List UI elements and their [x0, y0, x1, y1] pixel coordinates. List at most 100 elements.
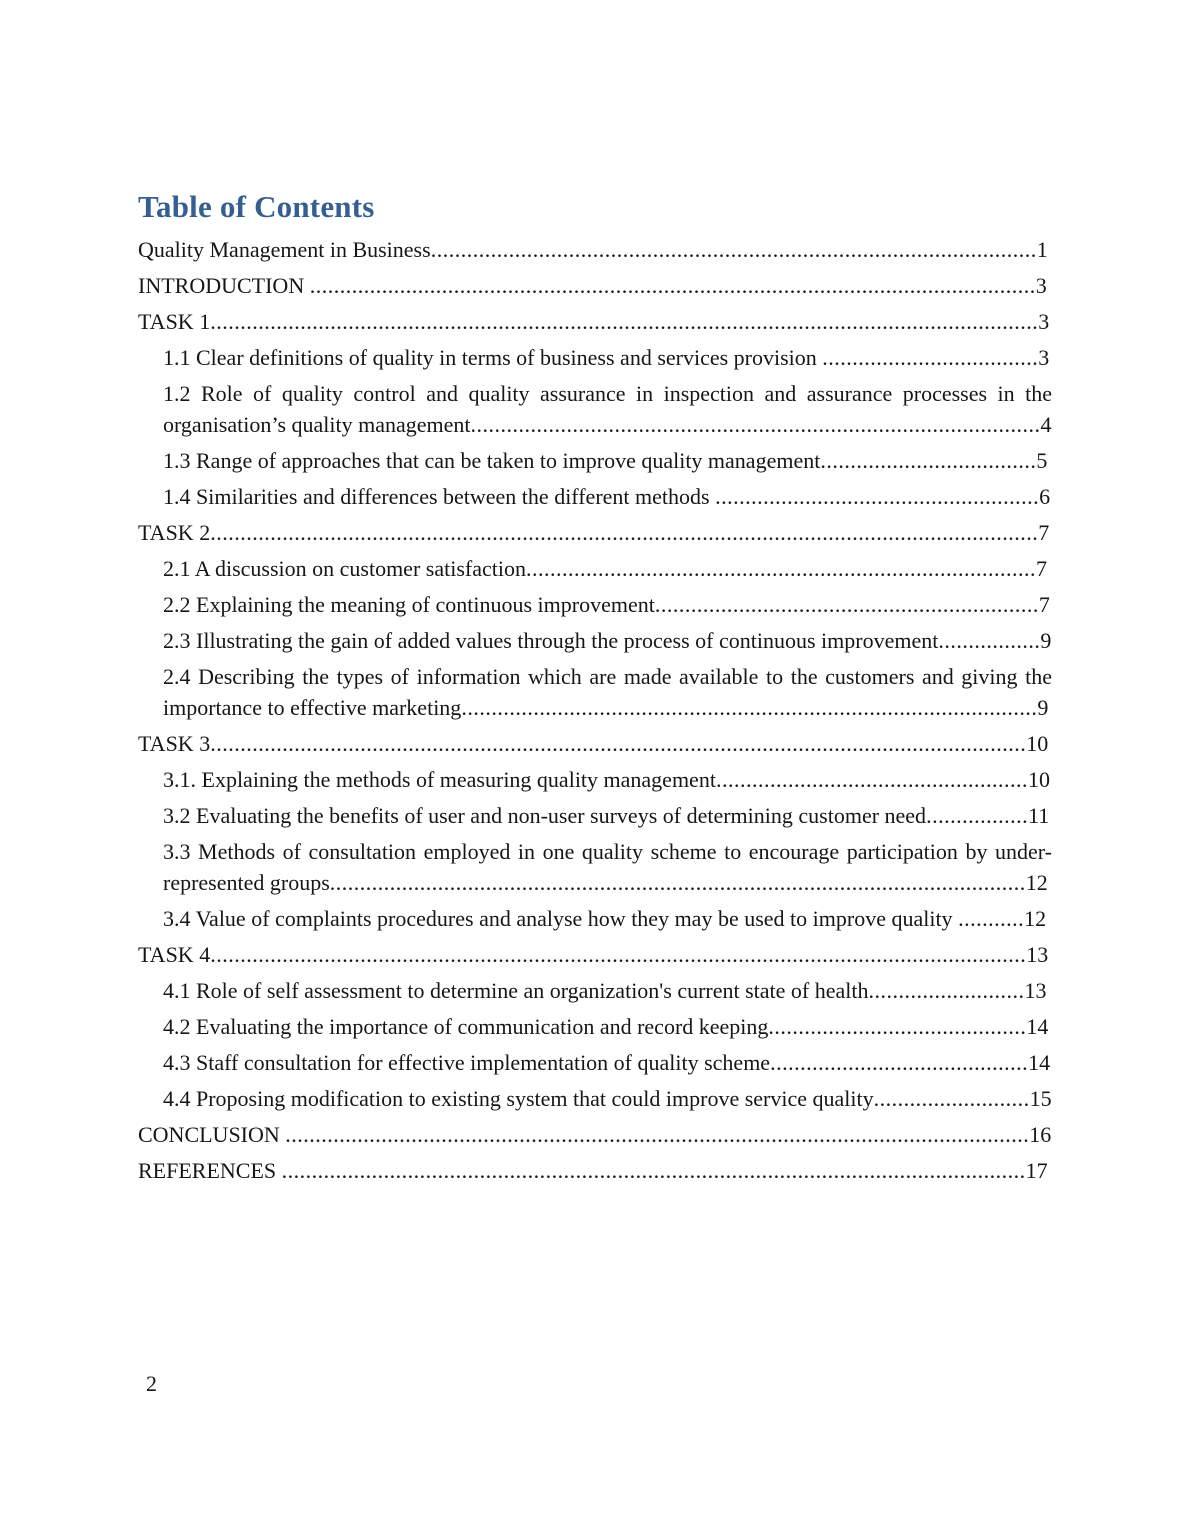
- toc-entry: TASK 3..................................…: [138, 728, 1052, 759]
- toc-entry-page: 12: [1024, 906, 1047, 931]
- toc-entry: INTRODUCTION ...........................…: [138, 270, 1052, 301]
- toc-entry: 4.1 Role of self assessment to determine…: [138, 975, 1052, 1006]
- toc-entry: 1.3 Range of approaches that can be take…: [138, 445, 1052, 476]
- toc-entry-text: 4.1 Role of self assessment to determine…: [163, 978, 869, 1003]
- dot-leader: ........................................…: [654, 592, 1039, 617]
- footer-page-number: 2: [146, 1371, 157, 1396]
- dot-leader: ........................................…: [210, 942, 1027, 967]
- dot-leader: ....................................: [822, 345, 1039, 370]
- toc-entry-page: 6: [1039, 484, 1051, 509]
- toc-entry-text: 1.2 Role of quality control and quality …: [163, 381, 1052, 437]
- toc-entry: 3.1. Explaining the methods of measuring…: [138, 764, 1052, 795]
- dot-leader: ........................................…: [461, 695, 1038, 720]
- toc-entry-text: 1.3 Range of approaches that can be take…: [163, 448, 821, 473]
- toc-entry: TASK 1..................................…: [138, 306, 1052, 337]
- toc-entry-page: 7: [1038, 520, 1050, 545]
- toc-entry: 2.4 Describing the types of information …: [138, 661, 1052, 723]
- toc-entry-text: CONCLUSION: [138, 1122, 286, 1147]
- toc-entry-page: 15: [1029, 1086, 1052, 1111]
- toc-entry-text: 3.1. Explaining the methods of measuring…: [163, 767, 716, 792]
- toc-entry-page: 3: [1035, 273, 1047, 298]
- toc-entry-text: 4.4 Proposing modification to existing s…: [163, 1086, 874, 1111]
- toc-entry: 4.2 Evaluating the importance of communi…: [138, 1011, 1052, 1042]
- toc-entry-page: 12: [1025, 870, 1048, 895]
- toc-entry-page: 5: [1036, 448, 1048, 473]
- dot-leader: ........................................…: [715, 767, 1028, 792]
- toc-entry: 2.2 Explaining the meaning of continuous…: [138, 589, 1052, 620]
- toc-entry-page: 13: [1026, 942, 1049, 967]
- toc-entry-page: 9: [1040, 628, 1052, 653]
- dot-leader: ........................................…: [525, 556, 1036, 581]
- dot-leader: ........................................…: [768, 1014, 1027, 1039]
- toc-entry-text: 2.2 Explaining the meaning of continuous…: [163, 592, 655, 617]
- toc-entry-page: 14: [1028, 1050, 1051, 1075]
- toc-entry-page: 10: [1026, 731, 1049, 756]
- dot-leader: ........................................…: [281, 1158, 1026, 1183]
- toc-entry-text: Quality Management in Business: [138, 237, 431, 262]
- toc-entry: Quality Management in Business..........…: [138, 234, 1052, 265]
- dot-leader: .................: [938, 628, 1041, 653]
- dot-leader: ....................................: [820, 448, 1037, 473]
- dot-leader: ..........................: [868, 978, 1025, 1003]
- toc-entry-page: 14: [1026, 1014, 1049, 1039]
- toc-entry: 2.1 A discussion on customer satisfactio…: [138, 553, 1052, 584]
- toc-entry: 4.3 Staff consultation for effective imp…: [138, 1047, 1052, 1078]
- toc-entry: 1.2 Role of quality control and quality …: [138, 378, 1052, 440]
- dot-leader: ........................................…: [210, 309, 1039, 334]
- toc-entry-page: 3: [1038, 345, 1050, 370]
- dot-leader: ........................................…: [430, 237, 1037, 262]
- toc-entry-text: 4.3 Staff consultation for effective imp…: [163, 1050, 771, 1075]
- dot-leader: .................: [926, 803, 1029, 828]
- dot-leader: ........................................…: [770, 1050, 1029, 1075]
- toc-entry-page: 13: [1024, 978, 1047, 1003]
- toc-entry-text: 2.3 Illustrating the gain of added value…: [163, 628, 939, 653]
- toc-entry-page: 11: [1028, 803, 1050, 828]
- dot-leader: ........................................…: [715, 484, 1040, 509]
- dot-leader: ........................................…: [329, 870, 1026, 895]
- toc-entry-text: 3.3 Methods of consultation employed in …: [163, 839, 1052, 895]
- dot-leader: ..........................: [873, 1086, 1030, 1111]
- toc-entry: 3.4 Value of complaints procedures and a…: [138, 903, 1052, 934]
- toc-entry: 1.1 Clear definitions of quality in term…: [138, 342, 1052, 373]
- toc-heading: Table of Contents: [138, 189, 375, 224]
- toc-entry-page: 17: [1025, 1158, 1048, 1183]
- toc-entry: 4.4 Proposing modification to existing s…: [138, 1083, 1052, 1114]
- toc-entry-text: REFERENCES: [138, 1158, 282, 1183]
- toc-entry: TASK 2..................................…: [138, 517, 1052, 548]
- dot-leader: ........................................…: [309, 273, 1036, 298]
- toc-entry-page: 4: [1040, 412, 1052, 437]
- toc-entry: TASK 4..................................…: [138, 939, 1052, 970]
- toc-entry: 2.3 Illustrating the gain of added value…: [138, 625, 1052, 656]
- toc-entry-text: INTRODUCTION: [138, 273, 310, 298]
- toc-entry-page: 9: [1037, 695, 1049, 720]
- toc-entry-text: 1.4 Similarities and differences between…: [163, 484, 716, 509]
- toc-entry: 1.4 Similarities and differences between…: [138, 481, 1052, 512]
- toc-entry-text: 3.2 Evaluating the benefits of user and …: [163, 803, 927, 828]
- dot-leader: ........................................…: [210, 731, 1027, 756]
- dot-leader: ........................................…: [285, 1122, 1030, 1147]
- table-of-contents: Table of Contents Quality Management in …: [138, 188, 1052, 1191]
- toc-entry-page: 7: [1038, 592, 1050, 617]
- dot-leader: ........................................…: [470, 412, 1041, 437]
- toc-entry: 3.2 Evaluating the benefits of user and …: [138, 800, 1052, 831]
- toc-entry-text: 3.4 Value of complaints procedures and a…: [163, 906, 959, 931]
- toc-entry-page: 10: [1027, 767, 1050, 792]
- toc-entry-text: TASK 3: [138, 731, 211, 756]
- toc-entry: 3.3 Methods of consultation employed in …: [138, 836, 1052, 898]
- toc-entry-text: 2.4 Describing the types of information …: [163, 664, 1052, 720]
- toc-entry-page: 7: [1035, 556, 1047, 581]
- toc-entry-page: 3: [1038, 309, 1050, 334]
- toc-entry-text: 4.2 Evaluating the importance of communi…: [163, 1014, 769, 1039]
- toc-entry: REFERENCES .............................…: [138, 1155, 1052, 1186]
- toc-entry-page: 1: [1036, 237, 1048, 262]
- toc-entry-text: TASK 1: [138, 309, 211, 334]
- dot-leader: ........................................…: [210, 520, 1039, 545]
- toc-entry-text: 2.1 A discussion on customer satisfactio…: [163, 556, 526, 581]
- toc-entry: CONCLUSION .............................…: [138, 1119, 1052, 1150]
- toc-entry-page: 16: [1029, 1122, 1052, 1147]
- toc-entry-text: TASK 4: [138, 942, 211, 967]
- dot-leader: ...........: [958, 906, 1025, 931]
- toc-entry-text: TASK 2: [138, 520, 211, 545]
- toc-entry-text: 1.1 Clear definitions of quality in term…: [163, 345, 823, 370]
